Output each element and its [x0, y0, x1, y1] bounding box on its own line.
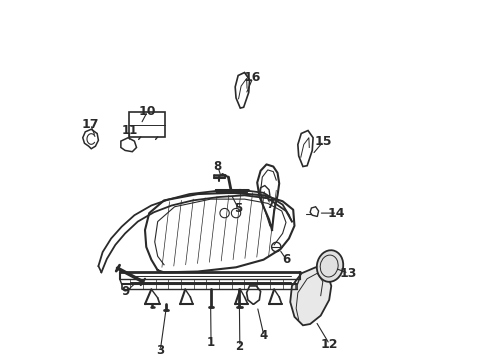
Text: 16: 16 [244, 71, 261, 84]
Text: 10: 10 [138, 105, 156, 118]
Text: 7: 7 [265, 198, 273, 211]
Text: 6: 6 [281, 253, 289, 266]
Text: 14: 14 [327, 207, 345, 220]
Text: 15: 15 [314, 135, 331, 148]
Text: 9: 9 [122, 285, 130, 298]
Text: 5: 5 [234, 202, 242, 215]
Text: 17: 17 [81, 118, 99, 131]
Text: 11: 11 [121, 124, 137, 137]
Text: 3: 3 [156, 344, 163, 357]
Polygon shape [290, 267, 331, 325]
Text: 8: 8 [213, 160, 221, 173]
Bar [129, 112, 165, 137]
Text: 1: 1 [206, 336, 214, 349]
Text: 12: 12 [320, 338, 337, 351]
Text: 4: 4 [259, 329, 267, 342]
Ellipse shape [316, 250, 343, 282]
Text: 2: 2 [235, 340, 243, 353]
Text: 13: 13 [339, 267, 356, 280]
